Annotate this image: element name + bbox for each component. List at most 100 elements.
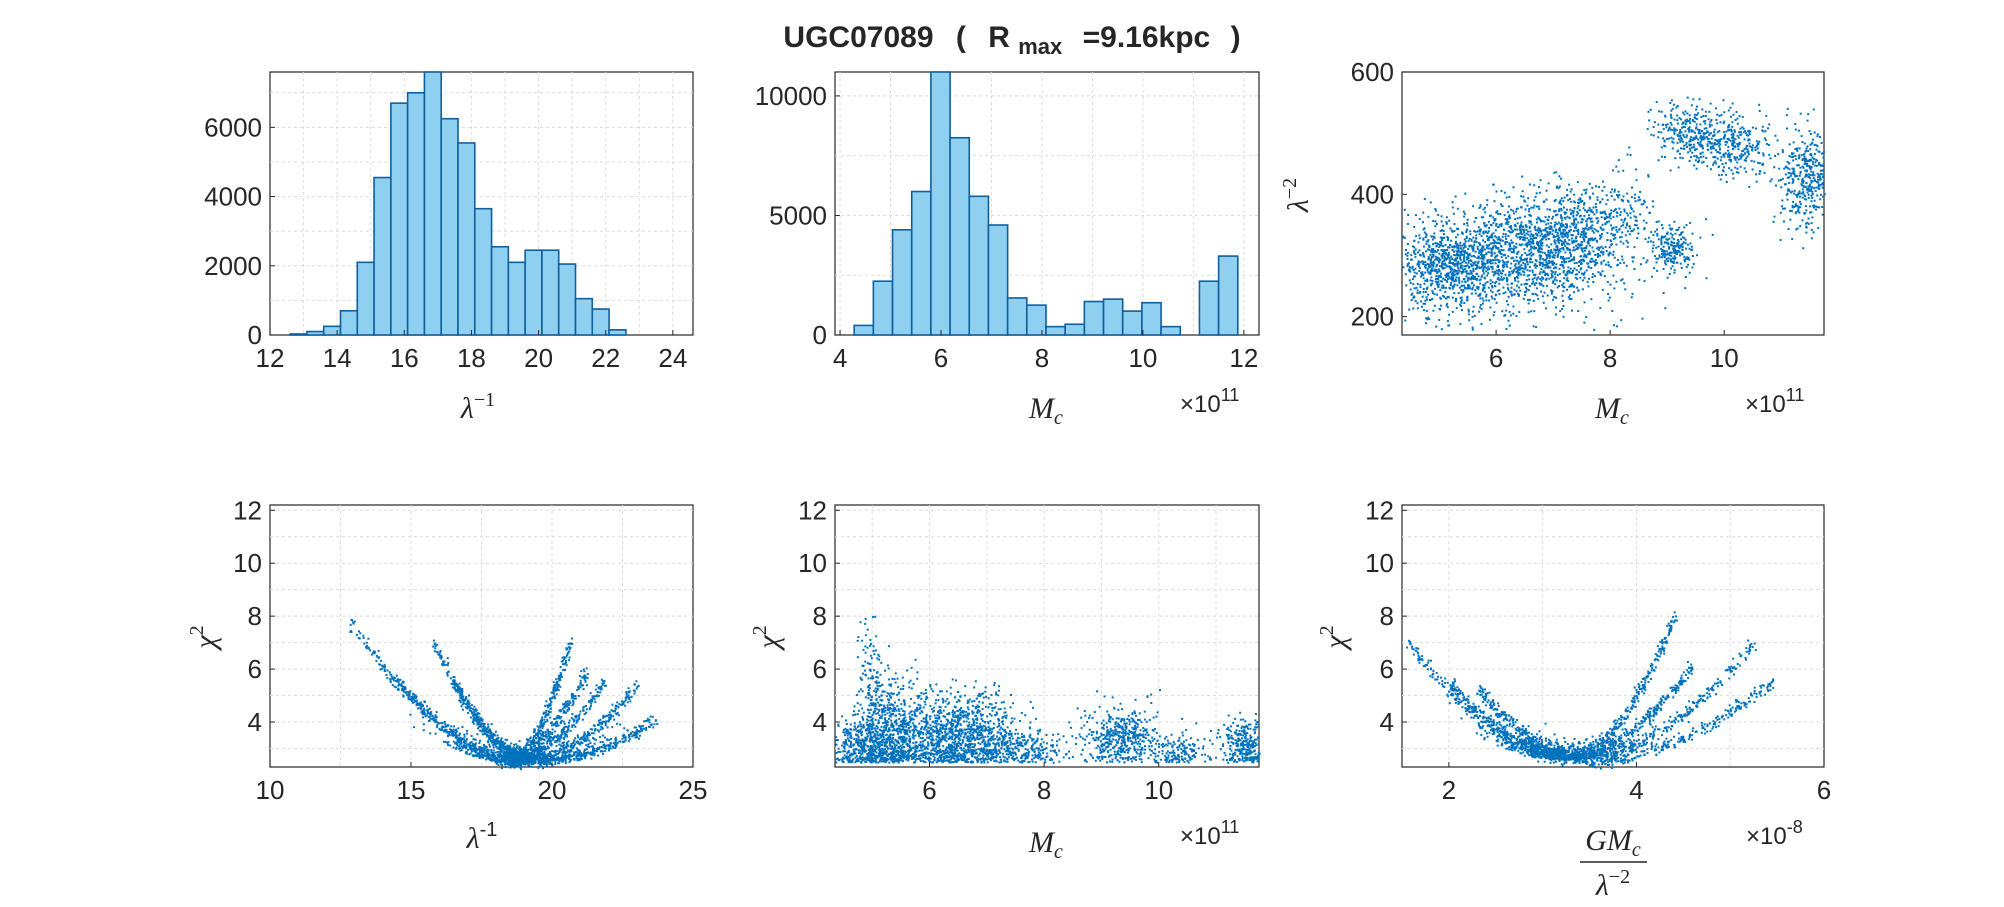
scatter-point [1815, 148, 1818, 151]
scatter-point [1524, 266, 1527, 269]
scatter-point [1599, 201, 1602, 204]
scatter-point [1660, 146, 1663, 149]
scatter-point [1445, 265, 1448, 268]
scatter-point [467, 694, 470, 697]
scatter-point [1737, 171, 1740, 174]
scatter-point [1819, 184, 1822, 187]
scatter-point [1596, 217, 1599, 220]
scatter-point [1406, 254, 1409, 257]
scatter-point [1582, 272, 1585, 275]
scatter-point [458, 739, 461, 742]
scatter-point [1464, 267, 1467, 270]
scatter-point [1567, 257, 1570, 260]
scatter-point [1440, 215, 1443, 218]
scatter-point [555, 683, 558, 686]
scatter-point [1727, 125, 1730, 128]
scatter-point [1720, 156, 1723, 159]
scatter-point [1688, 128, 1691, 131]
scatter-point [1645, 221, 1648, 224]
scatter-point [1712, 161, 1715, 164]
scatter-point [1482, 261, 1485, 264]
scatter-point [1589, 209, 1592, 212]
scatter-point [1748, 145, 1751, 148]
scatter-point [1608, 220, 1611, 223]
scatter-point [1678, 152, 1681, 155]
scatter-point [1539, 219, 1542, 222]
scatter-point [1533, 247, 1536, 250]
scatter-point [1433, 259, 1436, 262]
scatter-point [1633, 215, 1636, 218]
scatter-point [1479, 230, 1482, 233]
scatter-point [1620, 198, 1623, 201]
scatter-point [1711, 142, 1714, 145]
scatter-point [1533, 274, 1536, 277]
scatter-point [1576, 210, 1579, 213]
scatter-point [1440, 239, 1443, 242]
scatter-point [1803, 153, 1806, 156]
scatter-point [1794, 204, 1797, 207]
scatter-point [404, 686, 407, 689]
scatter-point [1565, 231, 1568, 234]
scatter-point [1556, 213, 1559, 216]
scatter-point [1633, 224, 1636, 227]
scatter-point [1817, 183, 1820, 186]
scatter-point [1523, 293, 1526, 296]
scatter-point [1707, 118, 1710, 121]
scatter-point [1466, 298, 1469, 301]
scatter-point [1517, 280, 1520, 283]
scatter-point [1670, 244, 1673, 247]
scatter-point [1694, 136, 1697, 139]
scatter-point [1684, 119, 1687, 122]
scatter-point [1720, 173, 1723, 176]
scatter-point [1481, 239, 1484, 242]
scatter-point [1727, 138, 1730, 141]
scatter-point [1677, 244, 1680, 247]
scatter-point [415, 704, 418, 707]
scatter-point [1618, 207, 1621, 210]
scatter-point [1816, 133, 1819, 136]
scatter-point [1548, 252, 1551, 255]
scatter-point [1802, 247, 1805, 250]
scatter-point [1498, 279, 1501, 282]
scatter-point [1581, 288, 1584, 291]
scatter-point [422, 709, 425, 712]
scatter-point [1566, 232, 1569, 235]
scatter-point [530, 759, 533, 762]
scatter-point [1443, 258, 1446, 261]
scatter-point [1792, 170, 1795, 173]
scatter-point [1572, 211, 1575, 214]
scatter-point [1686, 256, 1689, 259]
scatter-point [1478, 279, 1481, 282]
scatter-point [1620, 279, 1623, 282]
scatter-point [1626, 199, 1629, 202]
scatter-point [1607, 293, 1610, 296]
scatter-point [1747, 134, 1750, 137]
scatter-point [1451, 287, 1454, 290]
scatter-point [1558, 175, 1561, 178]
scatter-point [466, 707, 469, 710]
scatter-point [442, 725, 445, 728]
scatter-point [468, 706, 471, 709]
scatter-point [1420, 273, 1423, 276]
scatter-point [442, 660, 445, 663]
scatter-point [1456, 227, 1459, 230]
scatter-point [1685, 143, 1688, 146]
scatter-point [1510, 294, 1513, 297]
scatter-point [1757, 161, 1760, 164]
scatter-point [1438, 243, 1441, 246]
scatter-point [1443, 236, 1446, 239]
scatter-point [1626, 192, 1629, 195]
scatter-point [1435, 325, 1438, 328]
scatter-point [1670, 136, 1673, 139]
scatter-point [1713, 147, 1716, 150]
scatter-point [1425, 233, 1428, 236]
scatter-point [1457, 250, 1460, 253]
scatter-point [1420, 305, 1423, 308]
scatter-point [1570, 233, 1573, 236]
scatter-point [489, 730, 492, 733]
scatter-point [1489, 214, 1492, 217]
scatter-point [1446, 235, 1449, 238]
scatter-point [1684, 275, 1687, 278]
scatter-point [1426, 280, 1429, 283]
scatter-point [1702, 135, 1705, 138]
